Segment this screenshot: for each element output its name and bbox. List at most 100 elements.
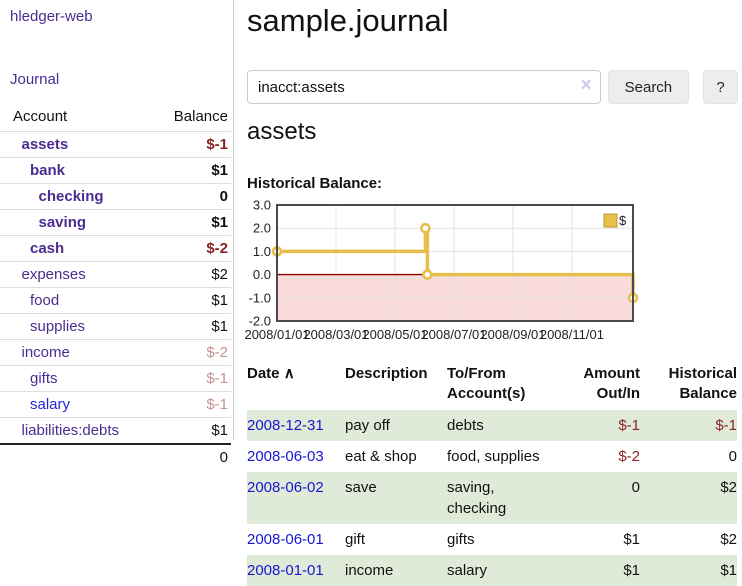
transaction-balance: $2 [720, 531, 737, 548]
accounts-total-spacer [0, 443, 157, 470]
account-link[interactable]: cash [30, 240, 65, 257]
y-tick-label: 0.0 [253, 267, 271, 282]
account-row: supplies $1 [0, 313, 231, 340]
transaction-description: gift [345, 531, 366, 548]
plot-border [276, 204, 634, 322]
search-input[interactable] [247, 70, 601, 104]
transaction-amount: $-2 [618, 448, 640, 465]
account-link[interactable]: bank [30, 162, 66, 179]
register-header-date[interactable]: Date ∧ [247, 362, 345, 410]
transaction-date-link[interactable]: 2008-01-01 [247, 562, 324, 579]
y-tick-label: 2.0 [253, 221, 271, 236]
account-balance: $1 [156, 209, 231, 236]
legend-label: $ [619, 213, 627, 228]
transaction-row: 2008-12-31 pay off debts $-1 $-1 [247, 410, 737, 441]
balance-chart-svg: $3.0 2.0 1.0 0.0 -1.0 -2.02008/01/012008/03/0… [244, 198, 639, 342]
account-link[interactable]: income [21, 344, 70, 361]
account-row: salary $-1 [0, 391, 231, 418]
main-content: sample.journal × Search ? assets Histori… [244, 0, 742, 586]
data-point-marker [422, 269, 433, 280]
transaction-date-link[interactable]: 2008-12-31 [247, 417, 324, 434]
account-row: liabilities:debts $1 [0, 417, 231, 444]
search-box: × [247, 70, 601, 104]
transaction-balance: $2 [720, 479, 737, 496]
account-balance: $2 [156, 261, 231, 288]
y-tick-label: 1.0 [253, 244, 271, 259]
y-tick-label: 3.0 [253, 198, 271, 213]
transaction-balance: $1 [720, 562, 737, 579]
account-balance: $1 [156, 313, 231, 340]
accounts-header-row: Account Balance [0, 104, 231, 132]
account-row: assets $-1 [0, 131, 231, 158]
transaction-amount: 0 [631, 479, 640, 496]
transaction-row: 2008-06-01 gift gifts $1 $2 [247, 524, 737, 555]
accounts-table: Account Balance assets $-1 bank $1 check… [0, 104, 231, 470]
account-link[interactable]: supplies [30, 318, 86, 335]
transaction-accounts: food, supplies [447, 448, 540, 465]
x-tick-label: 2008/07/01 [421, 327, 486, 342]
transaction-amount: $1 [623, 531, 640, 548]
register-table: Date ∧ Description To/From Account(s) Am… [247, 362, 737, 586]
account-link[interactable]: food [30, 292, 60, 309]
transaction-accounts: gifts [447, 531, 475, 548]
historical-balance-chart: $3.0 2.0 1.0 0.0 -1.0 -2.0 2008/01/01 2008/03/0… [244, 198, 639, 351]
transaction-balance: $-1 [715, 417, 737, 434]
register-header-account: To/From Account(s) [447, 365, 526, 402]
sidebar-item-journal[interactable]: Journal [10, 71, 60, 88]
account-row: food $1 [0, 287, 231, 314]
transaction-date-link[interactable]: 2008-06-03 [247, 448, 324, 465]
transaction-date-link[interactable]: 2008-06-01 [247, 531, 324, 548]
account-balance: $-2 [156, 235, 231, 262]
search-button[interactable]: Search [607, 70, 690, 104]
account-heading: assets [247, 118, 317, 145]
account-link[interactable]: gifts [30, 370, 58, 387]
app-brand-link[interactable]: hledger-web [10, 8, 93, 25]
accounts-header-balance: Balance [173, 108, 228, 125]
account-link[interactable]: saving [38, 214, 87, 231]
accounts-total-value: 0 [156, 443, 231, 470]
y-tick-label: -2.0 [249, 314, 271, 329]
sort-ascending-icon: ∧ [283, 365, 295, 382]
account-row: gifts $-1 [0, 365, 231, 392]
transaction-accounts: debts [447, 417, 484, 434]
account-balance: $1 [156, 417, 231, 444]
account-row: bank $1 [0, 157, 231, 184]
account-balance: $1 [156, 157, 231, 184]
y-tick-label: -1.0 [249, 290, 271, 305]
account-link[interactable]: checking [38, 188, 104, 205]
account-row: saving $1 [0, 209, 231, 236]
account-link[interactable]: liabilities:debts [21, 422, 120, 439]
transaction-amount: $-1 [618, 417, 640, 434]
transaction-amount: $1 [623, 562, 640, 579]
transaction-row: 2008-06-02 save saving, checking 0 $2 [247, 472, 737, 524]
page-title: sample.journal [247, 3, 449, 38]
account-link[interactable]: expenses [21, 266, 86, 283]
x-tick-label: 2008/01/01 [244, 327, 309, 342]
account-row: cash $-2 [0, 235, 231, 262]
search-form: × Search ? [247, 70, 738, 104]
help-button[interactable]: ? [703, 70, 738, 104]
account-balance: $-1 [156, 365, 231, 392]
transaction-row: 2008-06-03 eat & shop food, supplies $-2… [247, 441, 737, 472]
account-link[interactable]: assets [21, 136, 69, 153]
account-row: checking 0 [0, 183, 231, 210]
account-balance: $1 [156, 287, 231, 314]
account-balance: 0 [156, 183, 231, 210]
transaction-row: 2008-01-01 income salary $1 $1 [247, 555, 737, 586]
transaction-date-link[interactable]: 2008-06-02 [247, 479, 324, 496]
account-balance: $-2 [156, 339, 231, 366]
x-tick-label: 2008/03/01 [303, 327, 368, 342]
accounts-header-account: Account [13, 108, 68, 125]
sidebar-divider [233, 0, 234, 440]
account-row: income $-2 [0, 339, 231, 366]
account-balance: $-1 [156, 131, 231, 158]
accounts-total-row: 0 [0, 443, 231, 470]
transaction-description: save [345, 479, 377, 496]
register-header-row: Date ∧ Description To/From Account(s) Am… [247, 362, 737, 410]
legend-swatch [603, 213, 618, 228]
register-header-description: Description [345, 365, 428, 382]
transaction-description: pay off [345, 417, 390, 434]
clear-search-icon[interactable]: × [580, 75, 592, 96]
date-header-label: Date [247, 365, 280, 382]
account-link[interactable]: salary [30, 396, 71, 413]
